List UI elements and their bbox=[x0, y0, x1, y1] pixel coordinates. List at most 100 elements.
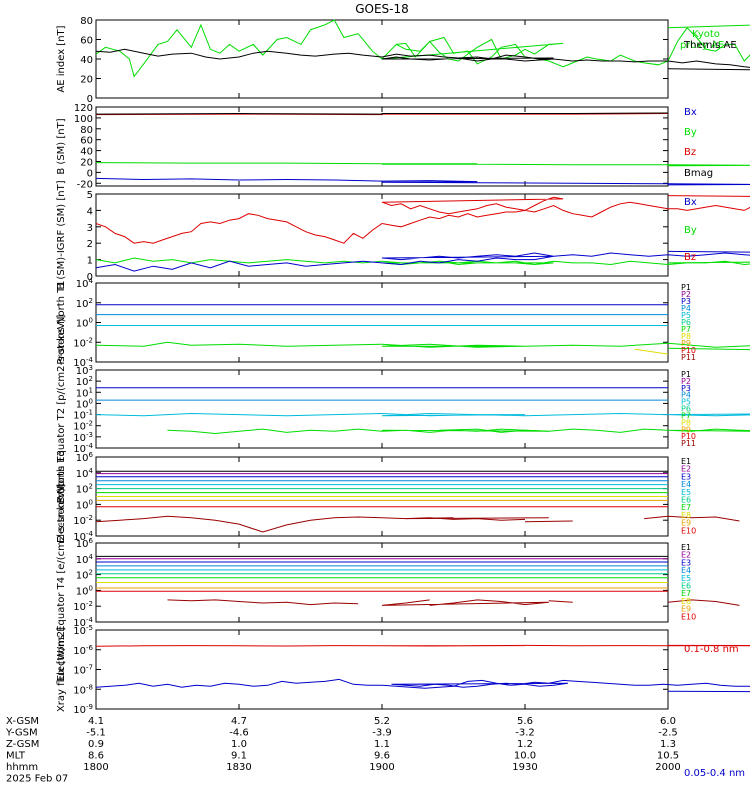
channel-label: P2 bbox=[681, 377, 691, 386]
legend-label: Bz bbox=[684, 252, 696, 263]
channel-label: P4 bbox=[681, 391, 691, 400]
coord-value: 1800 bbox=[83, 762, 108, 773]
y-tick-label: 10-7 bbox=[73, 664, 93, 677]
y-tick-label: 100 bbox=[76, 498, 93, 511]
channel-label: P6 bbox=[681, 405, 691, 414]
channel-label: P10 bbox=[681, 432, 696, 441]
series-line-themis-ae bbox=[95, 48, 750, 71]
series-line-e10 bbox=[644, 515, 740, 522]
channel-label: E3 bbox=[681, 558, 691, 567]
coord-row-label: Y-GSM bbox=[5, 728, 38, 739]
channel-label: P6 bbox=[681, 318, 691, 327]
channel-label: E6 bbox=[681, 582, 691, 591]
y-tick-label: 0 bbox=[87, 94, 93, 105]
y-axis-label: Xray flux [W/m2] bbox=[56, 627, 67, 712]
y-tick-label: 0 bbox=[87, 168, 93, 179]
channel-label: P1 bbox=[681, 370, 691, 379]
series-line-0-05-0-4-nm bbox=[95, 678, 750, 693]
plot-title: GOES-18 bbox=[355, 2, 409, 16]
date-label: 2025 Feb 07 bbox=[6, 774, 68, 785]
coord-value: -3.9 bbox=[372, 728, 392, 739]
coord-row-label: X-GSM bbox=[6, 716, 39, 727]
y-tick-label: -20 bbox=[77, 179, 93, 190]
y-axis-label: Protons North T1 bbox=[56, 280, 67, 364]
y-tick-label: 10-2 bbox=[73, 514, 93, 527]
y-tick-label: 20 bbox=[80, 157, 93, 168]
y-tick-label: 10-5 bbox=[73, 624, 93, 637]
y-tick-label: 2 bbox=[87, 239, 93, 250]
coord-row-label: Z-GSM bbox=[6, 739, 39, 750]
series-line-p7 bbox=[95, 341, 750, 351]
y-tick-label: 10-6 bbox=[73, 644, 93, 657]
y-tick-label: 5 bbox=[87, 190, 93, 201]
coord-value: -2.5 bbox=[658, 728, 678, 739]
y-tick-label: 1 bbox=[87, 256, 93, 267]
series-line-0-1-0-8-nm bbox=[95, 644, 750, 647]
y-axis-label: Protons Equator T2 [p/(cm2-s-sr-keV)] bbox=[56, 314, 67, 503]
coord-value: 1900 bbox=[369, 762, 394, 773]
series-line-p5 bbox=[95, 412, 750, 417]
channel-label: E7 bbox=[681, 503, 691, 512]
y-tick-label: 106 bbox=[76, 537, 94, 550]
series-group bbox=[95, 644, 750, 693]
y-tick-label: 100 bbox=[74, 114, 93, 125]
series-group bbox=[95, 19, 750, 78]
channel-label: P3 bbox=[681, 297, 691, 306]
coord-value: 0.9 bbox=[88, 739, 104, 750]
coord-value: 8.6 bbox=[88, 751, 104, 762]
chart-panel-1: 0 20 40 60 80 AE index [nT] Kyoto proxy AEThemi… bbox=[56, 16, 750, 105]
channel-label: P2 bbox=[681, 290, 691, 299]
series-line-e10 bbox=[667, 599, 740, 606]
coord-value: 1.1 bbox=[374, 739, 390, 750]
y-tick-label: 60 bbox=[80, 136, 93, 147]
channel-label: E8 bbox=[681, 597, 691, 606]
y-axis-label: AE index [nT] bbox=[56, 25, 67, 92]
coord-value: 1930 bbox=[512, 762, 537, 773]
channel-label: P11 bbox=[681, 353, 696, 362]
y-axis-label: Electrons Equator T4 [e/(cm2-s-sr-keV)] bbox=[56, 484, 67, 681]
channel-label: P5 bbox=[681, 398, 691, 407]
channel-label: E4 bbox=[681, 480, 691, 489]
y-tick-label: 40 bbox=[80, 55, 93, 66]
coord-value: 5.2 bbox=[374, 716, 390, 727]
panel-frame bbox=[95, 193, 669, 277]
coord-value: 1830 bbox=[226, 762, 251, 773]
y-tick-label: 20 bbox=[80, 75, 93, 86]
series-group bbox=[95, 304, 750, 355]
legend-label: 0.1-0.8 nm bbox=[684, 644, 739, 655]
coord-row-label: hhmm bbox=[6, 762, 38, 773]
coord-value: 1.3 bbox=[660, 739, 676, 750]
series-line-p7 bbox=[439, 428, 750, 433]
chart-panel-8: 10-9 10-8 10-7 10-6 10-5 Xray flux [W/m2] 0.1-… bbox=[56, 624, 750, 779]
series-line-e10 bbox=[405, 517, 549, 520]
y-tick-label: 10-9 bbox=[73, 703, 93, 716]
channel-label: E9 bbox=[681, 519, 691, 528]
series-line-bz bbox=[95, 195, 750, 244]
channel-label: E10 bbox=[681, 612, 696, 621]
series-line-e10 bbox=[167, 599, 359, 606]
channel-label: E5 bbox=[681, 488, 691, 497]
channel-label: E10 bbox=[681, 526, 696, 535]
y-tick-label: 104 bbox=[76, 277, 94, 290]
y-tick-label: 10-8 bbox=[73, 683, 93, 696]
panel-frame bbox=[95, 629, 669, 710]
coord-value: -5.1 bbox=[86, 728, 106, 739]
y-tick-label: 100 bbox=[76, 584, 93, 597]
series-line-p8 bbox=[634, 348, 669, 355]
coord-value: 1.0 bbox=[231, 739, 247, 750]
legend-label: Bmag bbox=[684, 168, 713, 179]
channel-label: P1 bbox=[681, 283, 691, 292]
channel-label: E8 bbox=[681, 511, 691, 520]
coord-row-label: MLT bbox=[6, 751, 26, 762]
coord-value: 2000 bbox=[655, 762, 680, 773]
legend-label: Bx bbox=[684, 197, 697, 208]
series-line-bx bbox=[95, 250, 750, 272]
panel-frame bbox=[95, 106, 669, 187]
legend-label: Themis AE bbox=[683, 40, 737, 51]
series-line-e10 bbox=[548, 600, 573, 603]
channel-label: P7 bbox=[681, 325, 691, 334]
